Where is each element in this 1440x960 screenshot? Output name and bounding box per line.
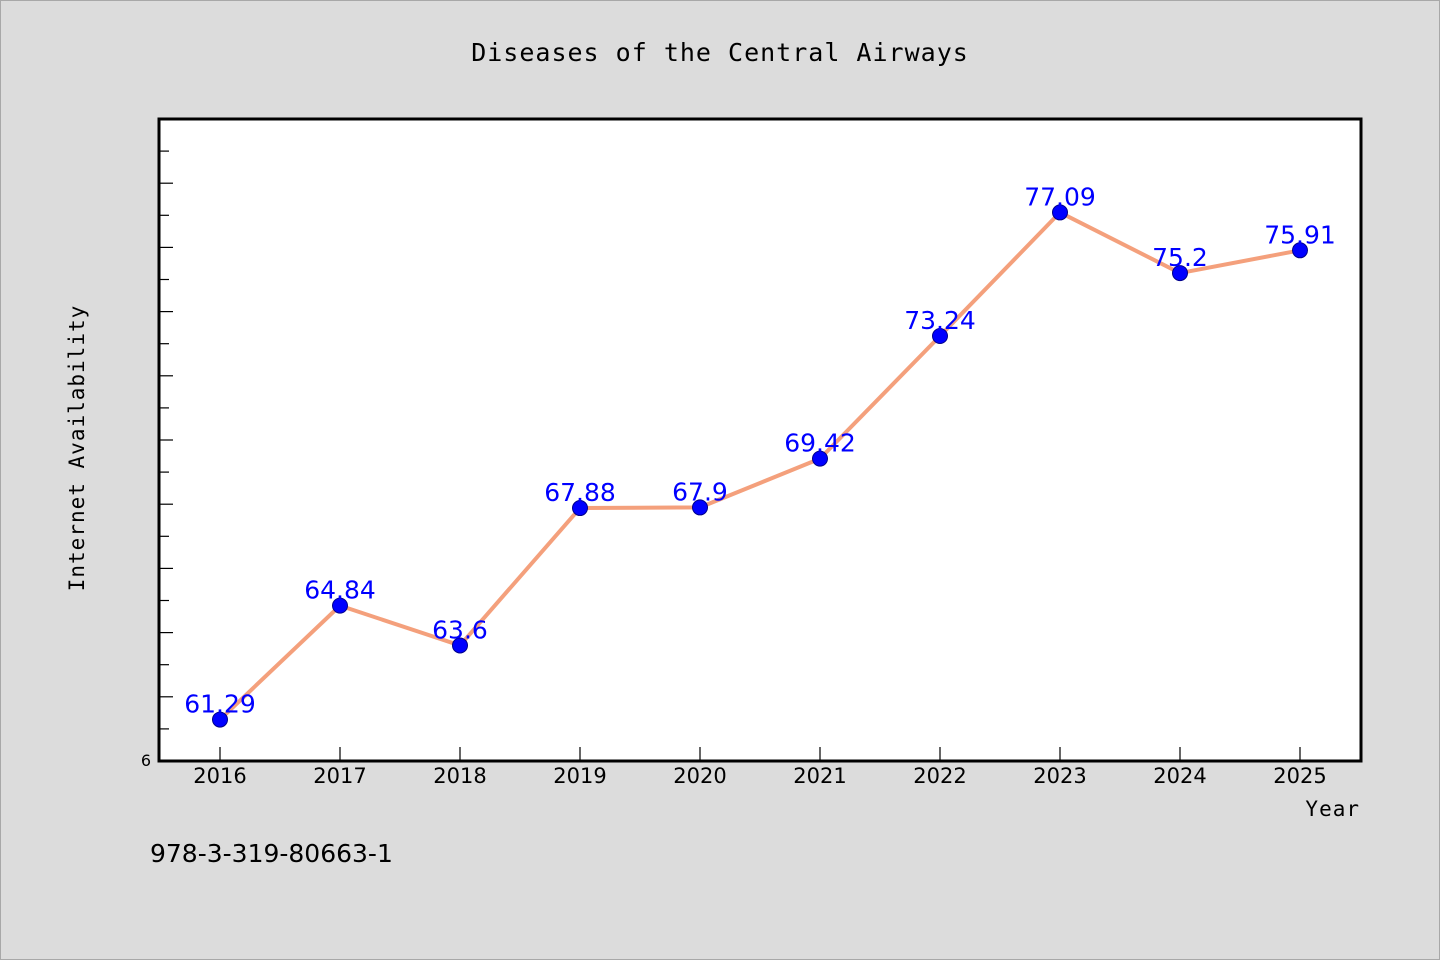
data-point (452, 637, 468, 654)
data-label: 73.24 (904, 306, 976, 335)
y-axis-min-label: 6 (141, 751, 151, 770)
plot-area (157, 117, 1363, 763)
isbn-text: 978-3-319-80663-1 (150, 839, 393, 868)
data-point (692, 499, 708, 516)
data-label: 67.9 (672, 477, 728, 506)
chart-title: Diseases of the Central Airways (471, 38, 969, 67)
data-label: 67.88 (544, 478, 616, 507)
data-label: 75.91 (1264, 220, 1336, 249)
x-tick-label: 2025 (1273, 764, 1326, 788)
series-line-group (218, 210, 1302, 722)
data-label: 63.6 (432, 615, 488, 644)
x-axis-ticks (219, 747, 1301, 761)
x-tick-label: 2019 (553, 764, 606, 788)
x-tick-label: 2020 (673, 764, 726, 788)
x-tick-label: 2023 (1033, 764, 1086, 788)
x-axis-tick-labels: 2016 2017 2018 2019 2020 2021 2022 2023 2024 2025 (193, 764, 1326, 788)
x-tick-label: 2022 (913, 764, 966, 788)
series-markers (212, 204, 1308, 728)
y-axis-ticks (159, 150, 173, 730)
data-point (812, 450, 828, 467)
data-label: 64.84 (304, 576, 376, 605)
x-tick-label: 2017 (313, 764, 366, 788)
data-point (1052, 204, 1068, 221)
data-label: 69.42 (784, 429, 856, 458)
x-axis-label: Year (1305, 797, 1360, 821)
data-label: 75.2 (1152, 243, 1208, 272)
data-point (332, 597, 348, 614)
x-tick-label: 2024 (1153, 764, 1206, 788)
series-line (218, 210, 1302, 722)
x-tick-label: 2021 (793, 764, 846, 788)
data-label: 77.09 (1024, 182, 1096, 211)
data-point (932, 327, 948, 344)
data-point (572, 500, 588, 517)
x-tick-label: 2018 (433, 764, 486, 788)
x-tick-label: 2016 (193, 764, 246, 788)
data-point (1172, 265, 1188, 282)
series-data-labels: 61.29 64.84 63.6 67.88 67.9 69.42 73.24 77.09 75… (184, 182, 1336, 718)
data-point (1292, 242, 1308, 259)
y-axis-label: Internet Availability (65, 305, 89, 592)
data-label: 61.29 (184, 690, 256, 719)
data-point (212, 711, 228, 728)
